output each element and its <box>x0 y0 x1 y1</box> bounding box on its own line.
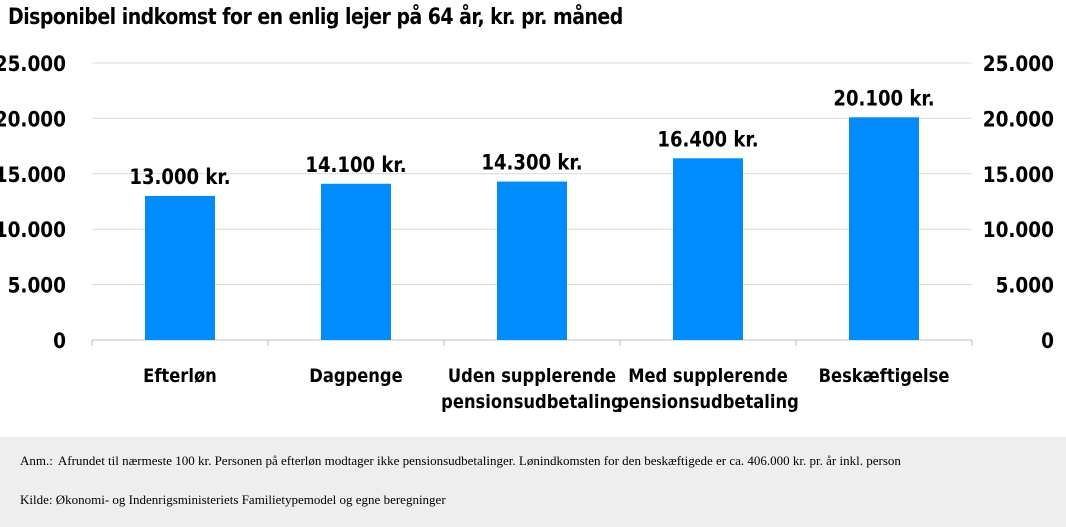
chart-title: Disponibel indkomst for en enlig lejer p… <box>8 5 623 30</box>
x-category-label: pensionsudbetaling <box>617 392 799 413</box>
y-tick-label-right: 10.000 <box>983 218 1054 242</box>
y-tick-label-right: 0 <box>1041 329 1054 353</box>
x-category-label: Med supplerende <box>628 366 788 387</box>
y-tick-label-left: 0 <box>53 329 66 353</box>
y-tick-label-left: 25.000 <box>0 52 66 76</box>
footnote-text: Afrundet til nærmeste 100 kr. Personen p… <box>57 453 901 468</box>
axes: 0 0 5.000 5.000 10.000 10.000 15.000 15.000 20.0… <box>0 52 1054 353</box>
y-tick-label-right: 5.000 <box>996 273 1054 297</box>
bar-value-label: 20.100 kr. <box>833 86 934 111</box>
footnote-label: Anm.: <box>20 453 53 468</box>
x-category-label: Efterløn <box>143 366 217 387</box>
x-category-label: pensionsudbetaling <box>441 392 623 413</box>
bar <box>497 181 567 340</box>
bar-value-label: 14.300 kr. <box>481 150 582 175</box>
x-category-label: Uden supplerende <box>448 366 616 387</box>
y-tick-label-left: 5.000 <box>8 273 66 297</box>
y-tick-label-left: 15.000 <box>0 163 66 187</box>
y-tick-label-right: 20.000 <box>983 107 1054 131</box>
bar-value-label: 13.000 kr. <box>129 165 230 190</box>
source-text: Kilde: Økonomi- og Indenrigsministeriets… <box>20 492 446 507</box>
bar <box>321 183 391 340</box>
y-tick-label-left: 10.000 <box>0 218 66 242</box>
bar-value-label: 16.400 kr. <box>657 127 758 152</box>
bar-value-label: 14.100 kr. <box>305 152 406 177</box>
bar <box>145 195 215 340</box>
bar-chart: 0 0 5.000 5.000 10.000 10.000 15.000 15.000 20.0… <box>0 52 1054 413</box>
chart-footer: Anm.: Afrundet til nærmeste 100 kr. Pers… <box>0 437 1066 527</box>
bar <box>673 158 743 340</box>
y-tick-label-right: 15.000 <box>983 163 1054 187</box>
labels: 13.000 kr. Efterløn 14.100 kr. Dagpenge 14.3… <box>129 86 949 413</box>
y-tick-label-right: 25.000 <box>983 52 1054 76</box>
bars <box>145 117 919 341</box>
y-tick-label-left: 20.000 <box>0 107 66 131</box>
x-category-label: Dagpenge <box>309 366 402 387</box>
x-category-label: Beskæftigelse <box>819 366 950 387</box>
bar <box>849 117 919 341</box>
footnote: Anm.: Afrundet til nærmeste 100 kr. Pers… <box>20 453 1030 469</box>
